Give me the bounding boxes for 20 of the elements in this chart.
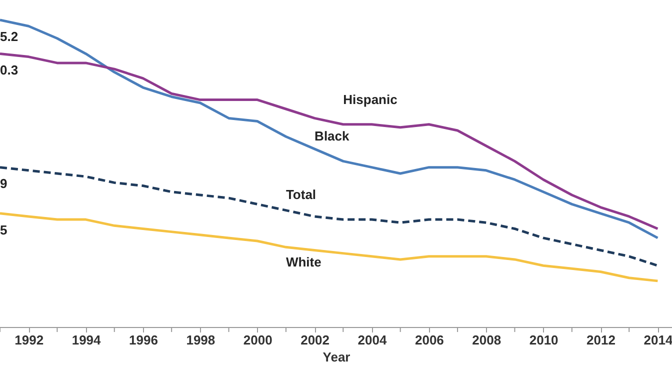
x-tick-label: 2002 bbox=[300, 332, 330, 348]
x-tick-label: 2012 bbox=[586, 332, 616, 348]
annotation: 5 bbox=[0, 222, 8, 238]
x-tick-label: 1992 bbox=[14, 332, 44, 348]
annotation: 9 bbox=[0, 176, 8, 192]
x-tick-label: 1998 bbox=[186, 332, 216, 348]
x-tick-label: 2004 bbox=[358, 332, 388, 348]
x-axis-title: Year bbox=[322, 350, 350, 364]
x-tick-label: 1996 bbox=[129, 332, 158, 348]
x-tick-label: 2006 bbox=[414, 332, 444, 348]
series-label: White bbox=[286, 254, 322, 270]
x-tick-label: 2000 bbox=[243, 332, 272, 348]
annotation: 0.3 bbox=[0, 62, 18, 78]
series-label: Hispanic bbox=[343, 92, 398, 107]
annotation: 5.2 bbox=[0, 28, 18, 44]
x-tick-label: 2008 bbox=[472, 332, 502, 348]
x-tick-label: 2010 bbox=[529, 332, 558, 348]
series-label: Total bbox=[286, 186, 316, 202]
x-tick-label: 1994 bbox=[72, 332, 102, 348]
series-label: Black bbox=[314, 128, 350, 144]
